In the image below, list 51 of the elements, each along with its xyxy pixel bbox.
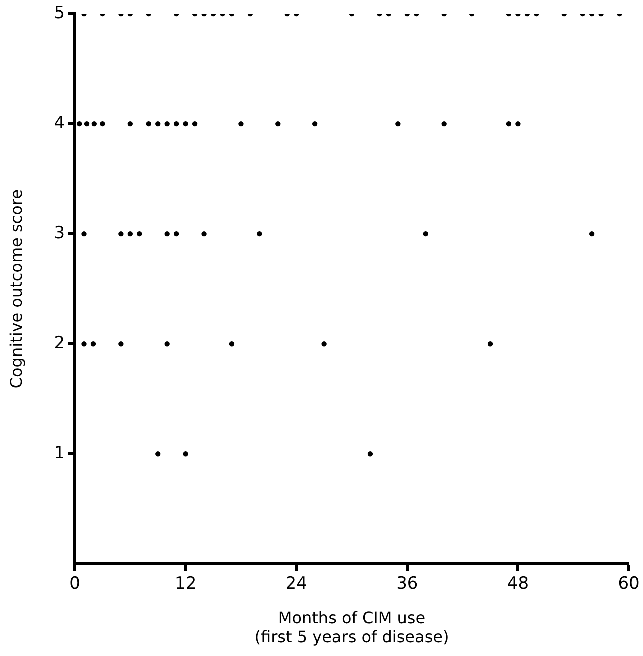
x-tick-label: 24 [286,574,308,594]
point [174,231,180,237]
point [92,121,98,127]
point [396,121,401,127]
point [164,231,170,237]
point [368,452,374,457]
point [84,121,90,127]
point [137,231,142,237]
x-tick-label: 36 [396,574,418,594]
point [90,342,96,347]
x-tick-label: 60 [618,574,640,594]
point [238,121,244,127]
point [164,121,170,127]
point [146,121,152,127]
point [442,121,447,127]
x-tick-label: 12 [174,574,197,594]
point [128,231,134,237]
x-tick-label: 0 [70,574,80,594]
point [276,121,281,127]
point [516,121,521,127]
y-tick-label: 5 [54,3,66,24]
point [183,452,188,457]
point [82,231,87,237]
point [174,121,180,127]
y-tick-label: 3 [54,224,66,244]
point [589,231,595,237]
point [82,342,87,347]
point [257,231,262,237]
point [156,452,161,457]
point [506,121,512,127]
y-axis-title: Cognitive outcome score [6,190,26,389]
point [192,121,198,127]
point [423,231,428,237]
point [164,342,170,347]
y-tick-label: 4 [54,113,66,134]
point [118,231,124,237]
x-axis-title: Months of CIM use (first 5 years of disease) [254,608,450,647]
x-tick-label: 48 [507,574,530,594]
point [202,231,207,237]
point [312,121,318,127]
point [156,121,161,127]
point [128,121,134,127]
point [229,342,235,347]
point [183,121,188,127]
point [322,342,327,347]
y-tick-label: 2 [54,334,66,354]
y-tick-label: 1 [54,444,66,464]
point [118,342,124,347]
point [100,121,106,127]
point [488,342,494,347]
point [77,121,82,127]
